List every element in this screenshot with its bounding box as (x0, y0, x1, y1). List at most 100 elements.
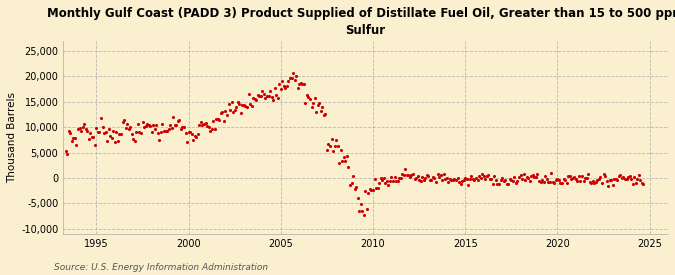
Point (313, 103, 323, 107)
Point (272, 96, 283, 100)
Point (580, 176, 591, 180)
Point (114, 132, 125, 136)
Point (74, 126, 85, 130)
Point (292, 86, 303, 90)
Point (297, 82, 308, 86)
Point (197, 123, 208, 127)
Point (440, 177, 451, 181)
Point (77, 125, 88, 130)
Point (441, 176, 452, 180)
Point (540, 174, 551, 178)
Point (302, 93, 313, 97)
Y-axis label: Thousand Barrels: Thousand Barrels (7, 92, 17, 183)
Point (325, 143, 335, 148)
Point (627, 182, 638, 186)
Point (503, 182, 514, 187)
Point (469, 178, 480, 183)
Point (568, 176, 578, 181)
Point (82, 129, 92, 133)
Point (65, 130, 76, 135)
Point (348, 174, 358, 178)
Point (226, 99, 237, 104)
Point (497, 176, 508, 180)
Point (159, 129, 169, 133)
Point (564, 174, 575, 179)
Point (315, 109, 326, 114)
Point (131, 130, 142, 134)
Point (615, 173, 626, 177)
Point (294, 81, 304, 86)
Text: Source: U.S. Energy Information Administration: Source: U.S. Energy Information Administ… (54, 263, 268, 272)
Point (246, 104, 257, 108)
Point (561, 181, 572, 186)
Point (326, 137, 337, 141)
Point (404, 175, 415, 180)
Point (160, 129, 171, 134)
Point (406, 173, 417, 177)
Point (468, 177, 479, 182)
Point (586, 181, 597, 185)
Point (402, 172, 412, 177)
Point (257, 89, 268, 94)
Point (180, 131, 191, 135)
Point (575, 178, 586, 183)
Point (215, 111, 226, 115)
Point (475, 175, 486, 180)
Point (285, 75, 296, 80)
Point (486, 176, 497, 181)
Point (509, 175, 520, 180)
Point (274, 82, 285, 86)
Point (105, 134, 115, 138)
Point (426, 177, 437, 182)
Point (207, 127, 217, 132)
Point (236, 110, 246, 115)
Point (591, 180, 601, 184)
Point (500, 177, 510, 182)
Point (603, 184, 614, 188)
Point (366, 188, 377, 192)
Point (117, 120, 128, 124)
Point (420, 176, 431, 180)
Point (323, 142, 334, 146)
Point (495, 178, 506, 183)
Point (455, 181, 466, 186)
Point (587, 179, 598, 183)
Point (337, 159, 348, 164)
Point (491, 178, 502, 182)
Point (472, 177, 483, 182)
Point (570, 177, 581, 181)
Point (94, 129, 105, 134)
Point (151, 123, 162, 128)
Point (63, 129, 74, 134)
Point (194, 123, 205, 127)
Point (358, 213, 369, 217)
Point (391, 179, 402, 183)
Point (177, 125, 188, 130)
Point (309, 95, 320, 100)
Point (188, 138, 198, 143)
Point (454, 180, 464, 184)
Point (73, 127, 84, 131)
Point (383, 183, 394, 187)
Point (352, 196, 363, 200)
Point (421, 173, 432, 177)
Point (609, 177, 620, 181)
Point (563, 174, 574, 178)
Point (271, 93, 281, 98)
Point (532, 172, 543, 176)
Point (427, 175, 438, 179)
Point (300, 100, 310, 105)
Point (198, 122, 209, 127)
Point (334, 161, 345, 165)
Point (572, 178, 583, 183)
Point (343, 165, 354, 169)
Point (477, 172, 487, 176)
Point (434, 175, 445, 179)
Point (251, 98, 262, 102)
Point (203, 125, 214, 129)
Point (443, 180, 454, 184)
Point (329, 144, 340, 148)
Point (555, 181, 566, 185)
Point (354, 209, 364, 213)
Point (531, 175, 541, 180)
